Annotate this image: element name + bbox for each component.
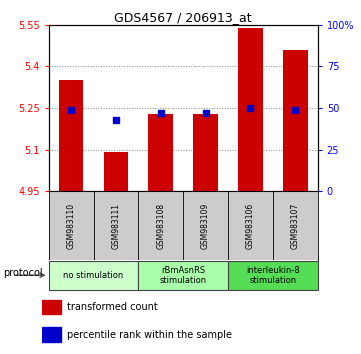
Text: rBmAsnRS
stimulation: rBmAsnRS stimulation: [160, 266, 207, 285]
Bar: [228, 261, 318, 290]
Bar: [59, 80, 83, 191]
Bar: [193, 114, 218, 191]
Text: GSM983106: GSM983106: [246, 202, 255, 249]
Text: GSM983109: GSM983109: [201, 202, 210, 249]
Text: GSM983107: GSM983107: [291, 202, 300, 249]
Bar: [148, 114, 173, 191]
Text: protocol: protocol: [4, 268, 43, 279]
Text: GSM983111: GSM983111: [112, 203, 121, 249]
Title: GDS4567 / 206913_at: GDS4567 / 206913_at: [114, 11, 252, 24]
Bar: [283, 50, 308, 191]
Bar: [104, 152, 128, 191]
Bar: [238, 28, 263, 191]
Text: GSM983108: GSM983108: [156, 202, 165, 249]
Text: GSM983110: GSM983110: [67, 202, 76, 249]
Text: transformed count: transformed count: [67, 302, 158, 312]
Bar: [49, 261, 138, 290]
Bar: [138, 261, 228, 290]
Bar: [42, 327, 61, 342]
Bar: [42, 299, 61, 314]
Text: no stimulation: no stimulation: [64, 271, 124, 280]
Text: interleukin-8
stimulation: interleukin-8 stimulation: [246, 266, 300, 285]
Text: percentile rank within the sample: percentile rank within the sample: [67, 330, 232, 340]
